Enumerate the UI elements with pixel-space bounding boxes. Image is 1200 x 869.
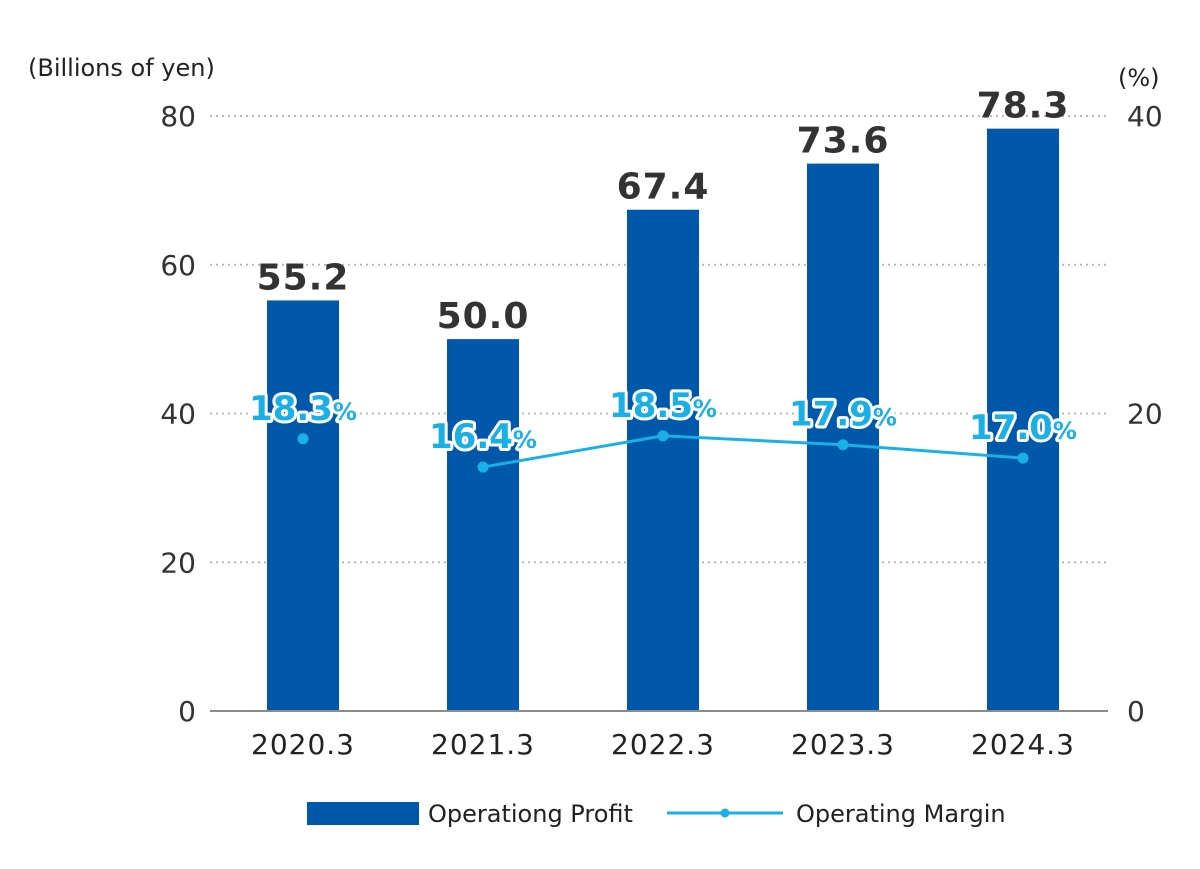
category-label-2024.3: 2024.3 xyxy=(971,728,1075,761)
margin-value-percent-sign: % xyxy=(693,395,717,423)
bar-value-label-2021.3: 50.0 xyxy=(437,296,530,337)
bar-value-label-2023.3: 73.6 xyxy=(797,121,890,162)
margin-value-percent-sign: % xyxy=(513,426,537,454)
right-tick-label-20: 20 xyxy=(1127,398,1163,431)
margin-point-2022.3 xyxy=(657,430,669,442)
bar-2020.3 xyxy=(267,300,339,711)
bar-2023.3 xyxy=(807,163,879,712)
legend: Operationg Profit Operating Margin xyxy=(307,800,1006,828)
bar-value-label-2022.3: 67.4 xyxy=(617,167,710,208)
margin-point-2023.3 xyxy=(837,439,849,451)
bars xyxy=(267,128,1059,712)
margin-value-label-2021.3: 16.4% xyxy=(429,417,537,457)
legend-label-operating-margin: Operating Margin xyxy=(796,800,1006,828)
left-tick-label-20: 20 xyxy=(160,546,196,579)
margin-line xyxy=(297,430,1029,473)
axes: 0 20 40 60 80 0 20 40 2020.3 2021.3 2022.3 2023.3 20… xyxy=(160,100,1162,761)
margin-value-label-2020.3: 18.3% xyxy=(249,389,357,429)
legend-swatch-operating-margin-marker xyxy=(720,808,730,818)
bar-value-label-2020.3: 55.2 xyxy=(257,257,350,298)
margin-point-2024.3 xyxy=(1017,452,1029,464)
margin-value-label-2023.3: 17.9% xyxy=(789,395,897,435)
margin-value-label-2022.3: 18.5% xyxy=(609,386,717,426)
category-label-2020.3: 2020.3 xyxy=(251,728,355,761)
bar-value-label-2024.3: 78.3 xyxy=(977,86,1070,127)
bar-2024.3 xyxy=(987,128,1059,712)
margin-point-2020.3 xyxy=(297,433,309,445)
right-tick-label-40: 40 xyxy=(1127,100,1163,133)
margin-value-number: 16.4 xyxy=(429,417,513,457)
margin-line-segment-3 xyxy=(842,443,1024,460)
margin-value-percent-sign: % xyxy=(333,398,357,426)
legend-label-operating-profit: Operationg Profit xyxy=(428,800,633,828)
margin-value-number: 18.5 xyxy=(609,386,693,426)
margin-value-number: 17.0 xyxy=(969,408,1053,448)
margin-value-number: 18.3 xyxy=(249,389,333,429)
margin-point-2021.3 xyxy=(477,461,489,473)
margin-value-number: 17.9 xyxy=(789,395,873,435)
margin-line-segment-1 xyxy=(482,434,664,469)
right-tick-label-0: 0 xyxy=(1127,695,1145,728)
category-label-2022.3: 2022.3 xyxy=(611,728,715,761)
right-axis-unit-label: (%) xyxy=(1118,64,1160,92)
margin-value-percent-sign: % xyxy=(1053,417,1077,445)
left-tick-label-60: 60 xyxy=(160,249,196,282)
margin-value-label-2024.3: 17.0% xyxy=(969,408,1077,448)
margin-value-percent-sign: % xyxy=(873,404,897,432)
left-tick-label-0: 0 xyxy=(178,695,196,728)
left-tick-label-40: 40 xyxy=(160,398,196,431)
bar-2021.3 xyxy=(447,339,519,711)
category-label-2021.3: 2021.3 xyxy=(431,728,535,761)
left-axis-unit-label: (Billions of yen) xyxy=(28,54,215,82)
bar-2022.3 xyxy=(627,209,699,711)
data-labels: 55.250.067.473.678.318.3%16.4%18.5% 17.9%… xyxy=(246,86,1080,460)
category-label-2023.3: 2023.3 xyxy=(791,728,895,761)
margin-line-segment-2 xyxy=(662,434,844,447)
left-tick-label-80: 80 xyxy=(160,100,196,133)
legend-swatch-operating-profit xyxy=(307,802,419,825)
